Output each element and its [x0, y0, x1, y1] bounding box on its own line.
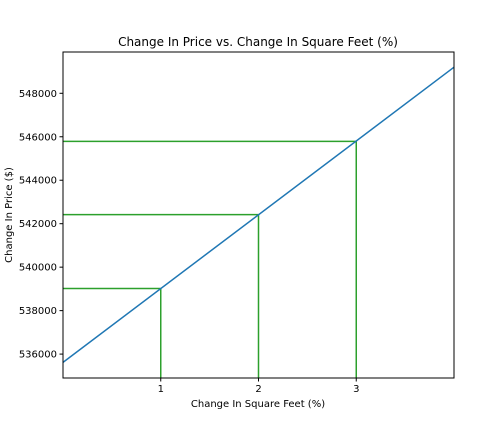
- x-axis: 1 2 3: [158, 378, 359, 395]
- y-tick-label-2: 538000: [19, 306, 57, 317]
- x-tick-label-2: 2: [255, 384, 261, 395]
- chart-title: Change In Price vs. Change In Square Fee…: [118, 35, 398, 49]
- y-tick-label-1: 536000: [19, 350, 57, 361]
- x-tick-label-1: 1: [158, 384, 164, 395]
- y-tick-label-6: 546000: [19, 132, 57, 143]
- x-tick-label-3: 3: [353, 384, 359, 395]
- plot-area: [62, 66, 455, 378]
- series-line-1: [62, 66, 455, 363]
- y-tick-label-5: 544000: [19, 176, 57, 187]
- plot-frame: [62, 51, 455, 379]
- y-axis-label: Change In Price ($): [4, 167, 15, 263]
- x-axis-label: Change In Square Feet (%): [191, 399, 325, 410]
- y-axis: 536000 538000 540000 542000 544000 546000 5480…: [19, 89, 63, 361]
- y-tick-label-4: 542000: [19, 219, 57, 230]
- y-tick-label-3: 540000: [19, 263, 57, 274]
- y-tick-label-7: 548000: [19, 89, 57, 100]
